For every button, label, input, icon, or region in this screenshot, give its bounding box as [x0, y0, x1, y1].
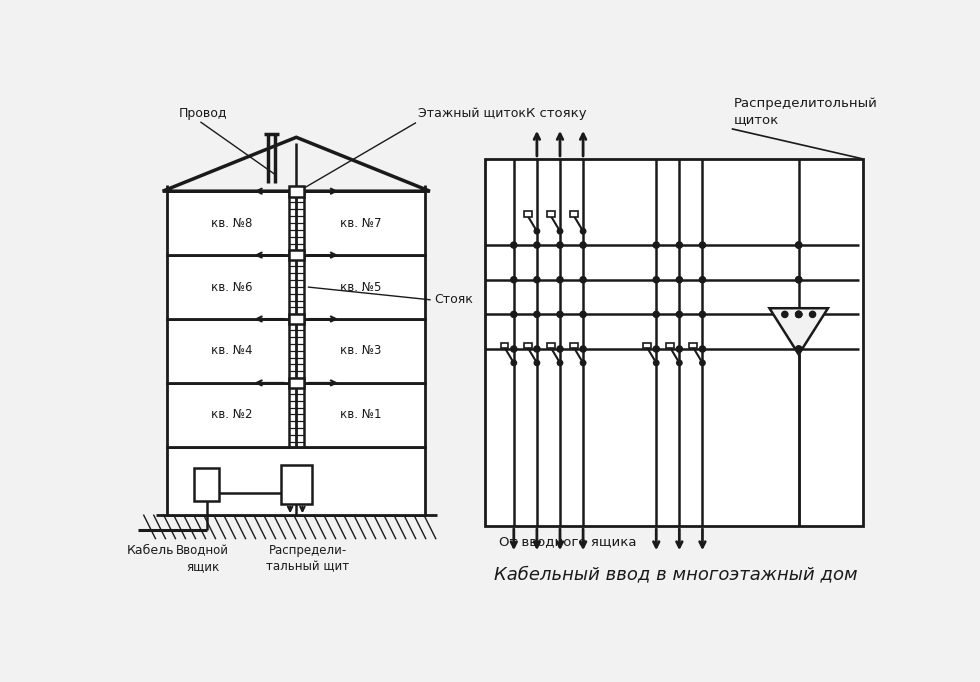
Bar	[288, 378, 304, 388]
Circle shape	[782, 311, 788, 317]
Circle shape	[653, 346, 660, 352]
Circle shape	[796, 277, 802, 283]
Text: Кабельный ввод в многоэтажный дом: Кабельный ввод в многоэтажный дом	[494, 565, 858, 584]
Bar	[168, 255, 425, 319]
Polygon shape	[163, 137, 430, 191]
Bar	[501, 343, 509, 349]
Circle shape	[512, 360, 516, 366]
Circle shape	[557, 277, 564, 283]
Circle shape	[580, 346, 586, 352]
Bar	[168, 447, 425, 515]
Text: Вводной
ящик: Вводной ящик	[176, 544, 229, 573]
Bar	[485, 159, 862, 526]
Circle shape	[511, 242, 516, 248]
Bar	[666, 343, 674, 349]
Circle shape	[796, 277, 802, 283]
Circle shape	[653, 242, 660, 248]
Text: От вводного ящика: От вводного ящика	[499, 535, 637, 548]
Circle shape	[653, 311, 660, 317]
Bar	[524, 343, 531, 349]
Text: кв. №8: кв. №8	[211, 217, 253, 230]
Circle shape	[557, 242, 564, 248]
Text: кв. №4: кв. №4	[211, 344, 253, 357]
Bar	[547, 343, 555, 349]
Circle shape	[580, 228, 586, 234]
Bar	[643, 343, 651, 349]
Text: Кабель: Кабель	[126, 544, 174, 557]
Circle shape	[796, 346, 802, 352]
Circle shape	[700, 277, 706, 283]
Circle shape	[700, 346, 706, 352]
Text: Этажный щиток: Этажный щиток	[417, 107, 525, 120]
Circle shape	[558, 228, 563, 234]
Bar	[689, 343, 697, 349]
Circle shape	[676, 311, 682, 317]
Bar	[168, 319, 425, 383]
Circle shape	[534, 360, 540, 366]
Text: кв. №2: кв. №2	[211, 409, 253, 421]
Circle shape	[796, 242, 802, 248]
Circle shape	[700, 242, 706, 248]
Circle shape	[534, 346, 540, 352]
Circle shape	[580, 360, 586, 366]
Circle shape	[676, 277, 682, 283]
Circle shape	[809, 311, 815, 317]
Bar	[524, 211, 531, 217]
Circle shape	[580, 242, 586, 248]
Text: Провод: Провод	[179, 107, 227, 120]
Text: Распределитольный
щиток: Распределитольный щиток	[733, 98, 877, 126]
Circle shape	[796, 311, 802, 317]
Text: Стояк: Стояк	[434, 293, 473, 306]
Bar	[168, 383, 425, 447]
Bar	[281, 465, 312, 504]
Bar	[570, 211, 578, 217]
Circle shape	[654, 360, 659, 366]
Bar	[194, 469, 219, 501]
Circle shape	[557, 346, 564, 352]
Text: кв. №1: кв. №1	[340, 409, 381, 421]
Circle shape	[796, 242, 802, 248]
Text: кв. №5: кв. №5	[340, 280, 381, 293]
Circle shape	[557, 311, 564, 317]
Circle shape	[580, 277, 586, 283]
Circle shape	[676, 242, 682, 248]
Bar	[288, 314, 304, 325]
Bar	[547, 211, 555, 217]
Circle shape	[796, 311, 802, 317]
Circle shape	[700, 360, 706, 366]
Text: К стояку: К стояку	[526, 107, 586, 120]
Circle shape	[653, 277, 660, 283]
Circle shape	[534, 228, 540, 234]
Text: Распредели-
тальный щит: Распредели- тальный щит	[267, 544, 350, 573]
Circle shape	[676, 346, 682, 352]
Bar	[168, 191, 425, 255]
Circle shape	[700, 311, 706, 317]
Circle shape	[796, 346, 802, 352]
Polygon shape	[769, 308, 828, 355]
Circle shape	[511, 277, 516, 283]
Circle shape	[511, 311, 516, 317]
Circle shape	[676, 360, 682, 366]
Bar	[570, 343, 578, 349]
Text: кв. №7: кв. №7	[340, 217, 381, 230]
Circle shape	[558, 360, 563, 366]
Circle shape	[534, 277, 540, 283]
Bar	[288, 186, 304, 196]
Circle shape	[580, 311, 586, 317]
Text: кв. №3: кв. №3	[340, 344, 381, 357]
Circle shape	[534, 242, 540, 248]
Circle shape	[511, 346, 516, 352]
Circle shape	[534, 311, 540, 317]
Bar	[288, 250, 304, 261]
Circle shape	[796, 311, 802, 317]
Text: кв. №6: кв. №6	[211, 280, 253, 293]
